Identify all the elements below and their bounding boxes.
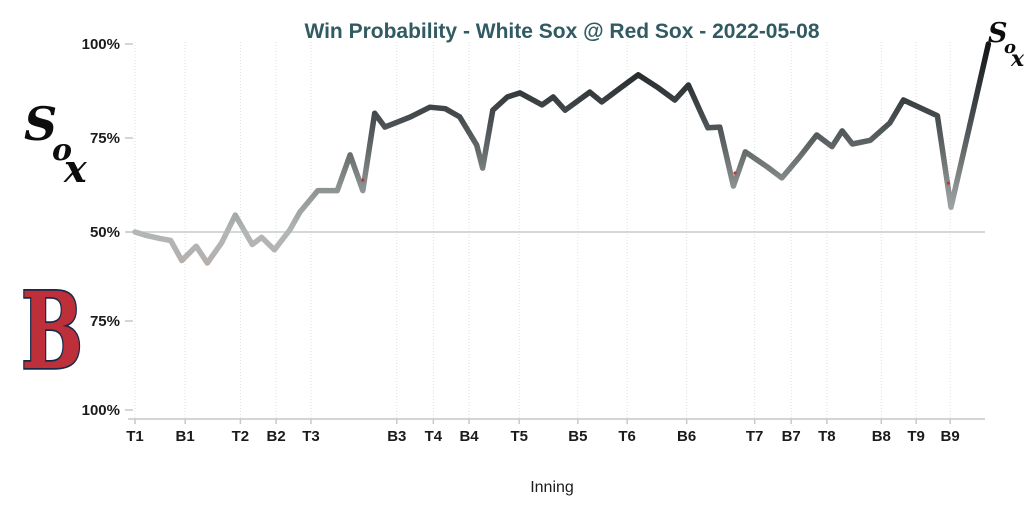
x-tick-label-B3: B3: [387, 428, 406, 445]
end-logo-letter-x: x: [1010, 46, 1024, 72]
chart-title: Win Probability - White Sox @ Red Sox - …: [304, 20, 819, 43]
event-dot: [733, 171, 737, 175]
x-tick-label-B8: B8: [872, 428, 891, 445]
x-tick-label-B7: B7: [782, 428, 801, 445]
x-tick-label-T4: T4: [425, 428, 443, 445]
event-dot: [361, 178, 365, 182]
win-probability-line: [132, 41, 992, 266]
x-tick-label-B1: B1: [176, 428, 195, 445]
y-tick-label-50: 50%: [90, 224, 120, 241]
white-sox-logo-letter-s: S: [24, 97, 57, 151]
event-dot: [946, 181, 951, 185]
end-logo-letter-o: o: [1004, 37, 1016, 58]
y-tick-label-0: 100%: [82, 402, 120, 419]
x-tick-label-T9: T9: [907, 428, 925, 445]
x-tick-label-B6: B6: [677, 428, 696, 445]
x-tick-label-B9: B9: [941, 428, 960, 445]
x-tick-label-B5: B5: [568, 428, 587, 445]
gridlines: [134, 42, 951, 419]
x-tick-label-T1: T1: [126, 428, 144, 445]
red-sox-logo-letter-b: B: [21, 268, 83, 393]
white-sox-logo-letter-o: o: [52, 133, 72, 168]
x-tick-label-T2: T2: [232, 428, 250, 445]
y-tick-label-100: 100%: [82, 36, 120, 53]
x-tick-label-T5: T5: [510, 428, 528, 445]
y-tick-label-75: 75%: [90, 130, 120, 147]
x-axis-title: Inning: [530, 479, 574, 496]
x-tick-label-T8: T8: [818, 428, 836, 445]
x-tick-label-B4: B4: [459, 428, 479, 445]
x-tick-label-T3: T3: [302, 428, 320, 445]
y-tick-label-25: 75%: [90, 313, 120, 330]
event-dots: [361, 171, 951, 185]
x-axis-ticks: T1 B1 T2 B2 T3 B3 T4 B4 T5 B5 T6 B6 T7 B7 T8 B8 T9 B9: [126, 419, 960, 445]
white-sox-logo-letter-x: x: [63, 146, 88, 191]
end-logo-letter-s: S: [988, 18, 1008, 49]
white-sox-logo: S o x: [24, 97, 88, 191]
x-tick-label-T6: T6: [618, 428, 636, 445]
y-axis-ticks: 100% 75% 50% 75% 100%: [82, 36, 133, 419]
x-tick-label-T7: T7: [746, 428, 764, 445]
x-tick-label-B2: B2: [267, 428, 286, 445]
white-sox-line-end-logo: S o x: [988, 18, 1024, 72]
red-sox-logo: B: [19, 266, 85, 395]
